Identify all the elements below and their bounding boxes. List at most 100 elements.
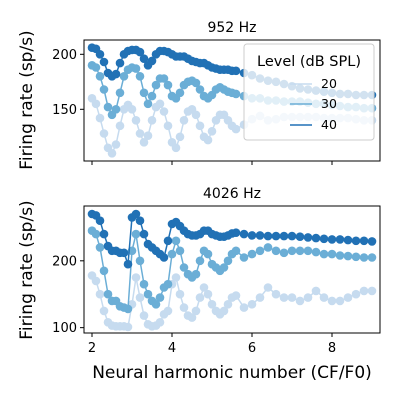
data-point (131, 209, 141, 219)
data-point (247, 249, 257, 259)
data-point (175, 88, 185, 98)
data-point (303, 246, 313, 256)
data-point (139, 229, 149, 239)
data-point (131, 229, 141, 239)
panel-4026hz: 4026 Hz 2 4 6 8 100 200 Firing rate (sp/s) Ne… (17, 186, 381, 383)
data-point (159, 253, 169, 262)
data-point (247, 300, 257, 309)
data-point (343, 235, 353, 245)
data-point (171, 143, 181, 153)
data-point (195, 85, 205, 94)
data-point (95, 50, 105, 59)
data-point (135, 129, 145, 138)
data-point (155, 318, 165, 327)
legend-title: Level (dB SPL) (257, 54, 361, 70)
data-point (351, 236, 361, 246)
data-point (167, 249, 177, 259)
data-point (139, 54, 149, 63)
data-point (239, 253, 249, 262)
data-point (127, 105, 137, 114)
data-point (343, 251, 353, 261)
y-axis-label: Firing rate (sp/s) (17, 30, 37, 169)
data-point (279, 293, 289, 302)
data-point (91, 99, 101, 109)
data-point (219, 306, 229, 316)
data-point (239, 229, 249, 239)
data-point (295, 246, 305, 256)
data-point (195, 293, 205, 302)
data-point (327, 249, 337, 259)
legend-label-20: 20 (321, 76, 337, 91)
data-point (135, 47, 145, 57)
data-point (311, 233, 321, 243)
data-point (111, 140, 121, 149)
y-tick-label: 100 (52, 321, 77, 336)
data-point (195, 121, 205, 131)
data-point (223, 300, 233, 309)
series-20 (87, 271, 377, 332)
data-point (123, 322, 133, 332)
data-point (207, 300, 217, 309)
data-point (319, 249, 329, 259)
data-point (179, 303, 189, 312)
data-point (223, 256, 233, 266)
data-point (95, 72, 105, 81)
data-point (327, 296, 337, 306)
data-point (359, 286, 369, 296)
data-point (191, 110, 201, 120)
data-point (99, 57, 109, 67)
data-point (231, 246, 241, 256)
data-point (175, 132, 185, 142)
panel-title: 4026 Hz (203, 186, 261, 202)
data-point (287, 293, 297, 302)
data-point (147, 56, 157, 66)
data-point (91, 229, 101, 239)
data-point (255, 246, 265, 256)
data-point (163, 236, 173, 246)
data-point (287, 246, 297, 256)
series-30 (87, 226, 377, 314)
data-point (231, 89, 241, 99)
panel-952hz: 952 Hz 150 200 Level (dB SPL) 20 30 40 Fi… (17, 20, 381, 170)
y-axis-label: Firing rate (sp/s) (17, 200, 37, 339)
x-tick-label: 4 (168, 341, 176, 356)
data-point (203, 289, 213, 299)
data-point (279, 248, 289, 258)
data-point (311, 247, 321, 257)
data-point (179, 263, 189, 272)
data-point (107, 149, 117, 158)
data-point (115, 58, 125, 68)
series-40 (87, 209, 377, 269)
data-point (255, 293, 265, 302)
data-point (351, 252, 361, 262)
y-tick-label: 200 (52, 48, 77, 63)
data-point (303, 233, 313, 242)
data-point (191, 306, 201, 316)
data-point (207, 127, 217, 136)
data-point (187, 313, 197, 322)
plot-frame (83, 39, 381, 162)
data-point (335, 235, 345, 244)
data-point (319, 293, 329, 302)
data-point (271, 246, 281, 256)
data-point (287, 231, 297, 241)
data-point (143, 99, 153, 109)
data-point (179, 116, 189, 125)
data-point (135, 216, 145, 225)
data-point (159, 107, 169, 116)
y-tick-label: 200 (52, 254, 77, 269)
data-point (139, 88, 149, 98)
data-point (155, 293, 165, 302)
data-point (311, 286, 321, 296)
data-point (111, 69, 121, 79)
data-point (99, 129, 109, 138)
legend-box (243, 43, 375, 141)
data-point (247, 231, 257, 240)
data-point (131, 273, 141, 282)
data-point (335, 251, 345, 260)
data-point (327, 235, 337, 244)
data-point (271, 231, 281, 241)
data-point (255, 231, 265, 240)
data-point (263, 243, 273, 252)
data-point (175, 246, 185, 256)
